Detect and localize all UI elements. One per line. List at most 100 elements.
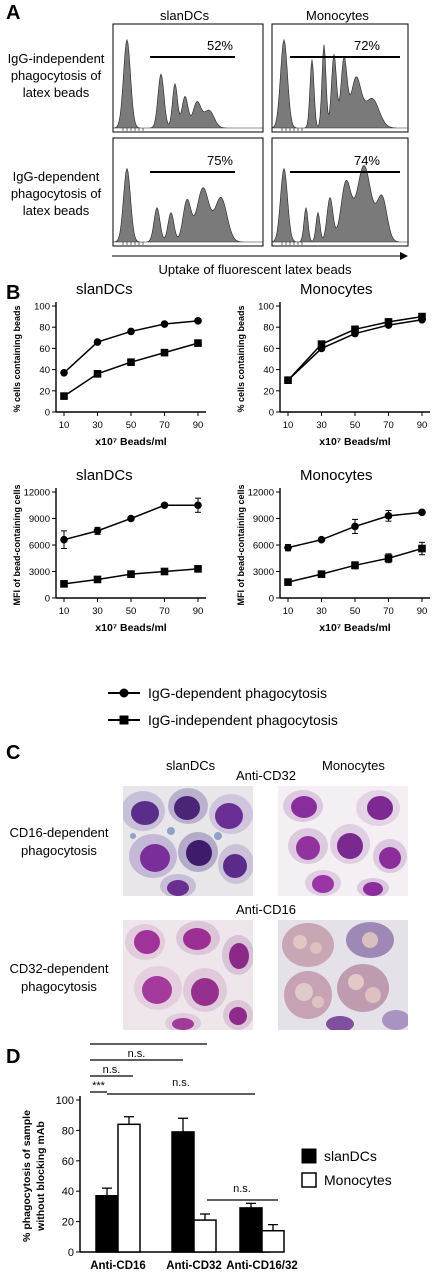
legend-igg-dependent: IgG-dependent phagocytosis [148,685,327,701]
panel-a-header-monocytes: Monocytes [306,8,369,23]
data-point-circle [284,543,292,552]
row-label-line: phagocytosis of [10,68,102,83]
percent-a22: 74% [354,153,380,168]
panel-letter-c: C [6,742,21,764]
percent-a12: 72% [354,38,380,53]
data-point-square [351,325,359,334]
data-point-square [384,318,393,326]
data-point-square [351,561,359,570]
y-tick-label: 9000 [253,514,274,525]
data-point-square [317,340,326,348]
data-point-square [194,339,202,347]
x-axis-label: x10⁷ Beads/ml [95,622,167,634]
row-label-line: IgG-dependent [12,169,100,184]
panel-c-header-monocytes: Monocytes [322,758,385,773]
data-point-circle [194,317,202,325]
data-point-circle [194,501,202,510]
y-tick-label: 12000 [24,488,50,499]
x-tick-label: 90 [417,420,428,431]
data-point-square [418,312,426,321]
row-label-line: phagocytosis [21,843,97,858]
uptake-arrow-head [400,252,408,260]
chart-b-monocytes-percent: Monocytes 0 20 40 60 80 100 10 30 50 70 90 x10⁷ Bead… [236,281,430,448]
y-tick-label: 80 [39,323,50,334]
chart-b-monocytes-mfi: Monocytes 0 3000 6000 9000 12000 10 30 50 70 90 x10… [236,467,430,634]
panel-a-row-label-igg-dependent: IgG-dependent phagocytosis of latex bead… [0,168,112,219]
y-tick-label: 20 [39,386,50,397]
data-point-circle [60,368,68,377]
x-tick-label: 30 [92,606,103,617]
bar-slandcs [95,1195,119,1253]
legend-monocytes-swatch [301,1172,317,1188]
hist-a12-histogram [271,38,408,129]
data-point-square [60,392,68,400]
x-tick-label: 30 [316,606,327,617]
x-tick-label: 90 [193,420,204,431]
data-point-square [93,370,102,378]
y-tick-label: 80 [263,323,274,334]
y-axis-label: MFI of bead-containing cells [236,484,246,605]
y-tick-label: 100 [34,302,50,313]
legend-circle-icon [119,688,129,698]
y-axis-label-line2: without blocking mAb [35,1121,47,1232]
data-point-square [284,376,292,384]
significance-label: n.s. [128,1048,146,1060]
y-axis-label-line1: % phagocytosis of sample [21,1110,33,1242]
panel-a-row-label-igg-independent: IgG-independent phagocytosis of latex be… [0,50,112,101]
series-line [63,342,199,397]
x-tick-label: 10 [59,606,70,617]
data-point-square [384,554,393,563]
panel-a-header-slandcs: slanDCs [160,8,210,23]
y-tick-label: 0 [68,1247,74,1259]
x-tick-label: 10 [283,606,294,617]
x-tick-label: 70 [383,420,394,431]
y-tick-label: 20 [62,1217,74,1229]
x-tick-label: 70 [383,606,394,617]
legend-slandcs: slanDCs [324,1148,377,1164]
data-point-square [160,348,169,357]
hist-a11-histogram [112,38,263,129]
row-label-line: CD32-dependent [9,961,109,976]
row-label-line: IgG-independent [7,51,105,66]
significance-label: *** [142,1040,156,1044]
percent-a21: 75% [207,153,233,168]
x-axis-label: x10⁷ Beads/ml [95,436,167,448]
y-tick-label: 40 [39,365,50,376]
x-tick-label: 50 [126,606,137,617]
legend-monocytes: Monocytes [324,1172,392,1188]
panel-c-header-slandcs: slanDCs [166,758,216,773]
hist-a22-histogram [271,165,408,243]
chart-b-slandcs-percent: slanDCs 0 20 40 60 80 100 10 30 50 70 90 x10⁷ Beads/… [12,281,206,448]
y-tick-label: 100 [258,302,274,313]
significance-label: n.s. [233,1183,251,1195]
x-category-label: Anti-CD16/32 [226,1260,298,1272]
y-tick-label: 6000 [29,541,50,552]
x-tick-label: 10 [283,420,294,431]
x-tick-label: 50 [126,420,137,431]
y-tick-label: 0 [269,408,274,419]
data-point-square [317,570,326,578]
x-tick-label: 30 [92,420,103,431]
significance-label: n.s. [172,1077,190,1089]
data-point-circle [93,527,102,535]
data-point-circle [384,512,393,520]
data-point-circle [351,522,359,531]
x-axis-label: x10⁷ Beads/ml [319,436,391,448]
micrograph-slandcs-anti-cd16 [123,920,253,1030]
row-label-line: phagocytosis of [10,186,102,201]
row-label-line: CD16-dependent [9,825,109,840]
panel-d-bar-chart: 0 20 40 60 80 100 % phagocytosis of sample with… [21,1040,392,1272]
micrograph-monocytes-anti-cd16 [278,920,408,1030]
micrograph-monocytes-anti-cd32 [278,786,408,896]
legend-square-icon [119,715,129,725]
legend-slandcs-swatch [301,1148,317,1164]
y-tick-label: 80 [62,1125,74,1137]
y-axis-label: % cells containing beads [236,305,246,412]
y-tick-label: 0 [269,594,274,605]
x-tick-label: 90 [417,606,428,617]
row-label-line: latex beads [22,203,90,218]
x-tick-label: 50 [350,420,361,431]
chart-b-slandcs-mfi: slanDCs 0 3000 6000 9000 12000 10 30 50 70 90 x10⁷ … [12,467,206,634]
data-point-circle [160,501,169,510]
